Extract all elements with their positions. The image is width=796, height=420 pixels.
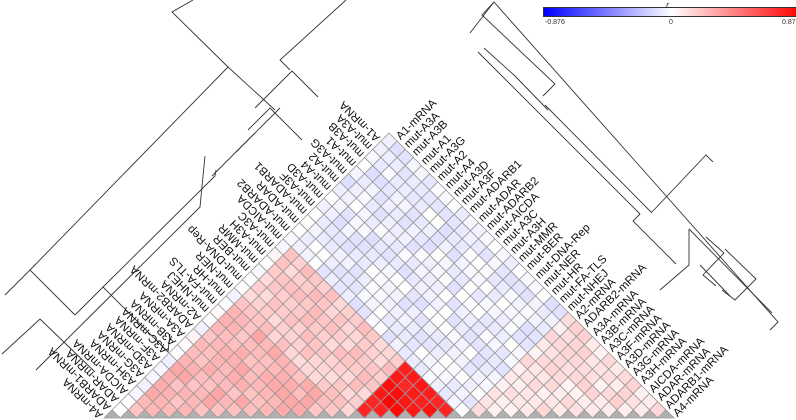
dendrogram-branch [1, 318, 96, 373]
dendrogram-branch [483, 47, 549, 111]
dendrogram-branch [659, 229, 690, 291]
dendrogram-branch [35, 155, 206, 371]
dendrogram-branch [247, 107, 303, 141]
dendrogram-branch [702, 236, 725, 287]
dendrogram-branch [632, 213, 677, 265]
dendrogram-branch [254, 70, 319, 109]
colorbar-title: r [666, 0, 669, 10]
colorbar-min-label: -0.876 [545, 19, 565, 26]
colorbar [543, 7, 796, 17]
dendrogram-branch [699, 264, 731, 297]
dendrogram-branch [171, 0, 229, 68]
dendrogram-branch [469, 1, 779, 331]
dendrogram-branch [651, 154, 714, 213]
dendrogram-branch [211, 132, 256, 177]
dendrogram-branch [477, 51, 641, 215]
dendrogram-branch [544, 104, 653, 214]
dendrogram-branch [74, 286, 171, 353]
colorbar-mid-label: 0 [669, 19, 673, 26]
heatmap-cell [656, 409, 675, 419]
dendrogram-branch [688, 228, 773, 314]
dendrogram-branch [279, 0, 347, 71]
dendrogram-branch [481, 2, 556, 97]
colorbar-max-label: 0.876 [782, 19, 796, 26]
